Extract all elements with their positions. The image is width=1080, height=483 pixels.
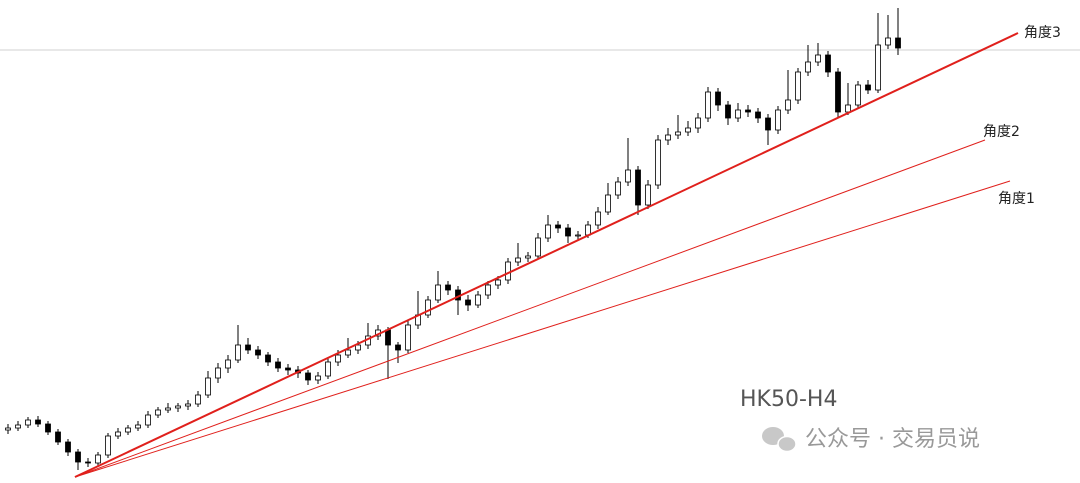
candle-body: [15, 424, 21, 429]
candle-body: [765, 117, 771, 131]
candle-body: [835, 71, 841, 113]
candle-body: [515, 257, 521, 263]
candle-body: [105, 435, 111, 456]
trend-line-label: 角度2: [983, 124, 1020, 140]
candle-body: [185, 403, 191, 407]
candle-body: [445, 284, 451, 291]
candle-body: [85, 461, 91, 464]
candle-body: [585, 224, 591, 236]
candle-body: [505, 261, 511, 281]
candle-body: [245, 344, 251, 351]
trend-line-label: 角度1: [998, 191, 1035, 207]
candle-body: [535, 237, 541, 257]
candle-body: [175, 405, 181, 409]
candle-body: [845, 104, 851, 113]
candle-body: [335, 354, 341, 363]
candle-body: [485, 284, 491, 296]
candle-body: [795, 71, 801, 101]
candle-body: [425, 299, 431, 316]
trend-line-label: 角度3: [1024, 25, 1061, 41]
candle-body: [195, 394, 201, 405]
candle-body: [885, 37, 891, 46]
candle-body: [225, 359, 231, 369]
candle-body: [815, 54, 821, 63]
candle-body: [785, 99, 791, 111]
candle-body: [5, 427, 11, 431]
candle-body: [155, 409, 161, 416]
candle-body: [755, 111, 761, 119]
plot: 角度1 角度2 角度3: [0, 8, 1080, 478]
candle-body: [605, 194, 611, 213]
trend-line: [74, 180, 1011, 478]
candle-body: [25, 419, 31, 426]
candle-body: [405, 324, 411, 351]
candle-body: [145, 414, 151, 426]
candle-body: [705, 91, 711, 119]
candle-body: [465, 299, 471, 306]
candle-body: [125, 427, 131, 433]
candle-body: [75, 451, 81, 463]
candle-body: [715, 91, 721, 106]
candle-body: [275, 361, 281, 369]
candle-body: [865, 84, 871, 91]
candle-body: [355, 344, 361, 351]
candle-body: [545, 224, 551, 239]
candle-body: [555, 224, 561, 229]
candle-body: [655, 139, 661, 186]
footer: 公众号 · 交易员说: [805, 427, 980, 452]
candle-body: [115, 431, 121, 437]
candle-body: [565, 227, 571, 237]
candle-body: [435, 284, 441, 301]
candle-body: [875, 44, 881, 91]
candle-body: [695, 117, 701, 129]
candle-body: [45, 423, 51, 433]
candle-body: [895, 37, 901, 49]
candle-body: [325, 361, 331, 377]
candle-body: [635, 169, 641, 206]
candle-body: [665, 134, 671, 141]
candle-body: [525, 255, 531, 259]
candle-body: [55, 431, 61, 443]
candle-body: [575, 234, 581, 237]
candle-body: [345, 349, 351, 356]
candle-body: [595, 211, 601, 226]
candle-body: [855, 84, 861, 106]
candle-body: [775, 109, 781, 131]
candle-body: [265, 354, 271, 363]
candle-body: [685, 127, 691, 133]
candle-body: [205, 377, 211, 396]
candle-body: [305, 372, 311, 381]
candle-body: [625, 169, 631, 183]
candle-body: [165, 407, 171, 411]
candle-body: [255, 349, 261, 356]
candle-body: [825, 54, 831, 73]
candle-body: [725, 104, 731, 119]
candle-body: [385, 329, 391, 346]
candle-body: [315, 375, 321, 381]
candle-body: [495, 279, 501, 286]
candle-body: [615, 181, 621, 196]
trend-line: [74, 32, 1019, 478]
candle-body: [675, 131, 681, 136]
candle-body: [235, 344, 241, 361]
candle-body: [215, 367, 221, 379]
candle-body: [745, 109, 751, 113]
trend-line: [74, 139, 986, 478]
watermark: HK50-H4: [740, 387, 837, 412]
candle-body: [805, 61, 811, 73]
candle-body: [135, 424, 141, 429]
candle-body: [35, 419, 41, 425]
candle-body: [475, 294, 481, 306]
candle-body: [285, 367, 291, 371]
candle-body: [735, 109, 741, 119]
candle-body: [395, 344, 401, 351]
candle-body: [65, 441, 71, 453]
candle-body: [95, 454, 101, 464]
wechat-icon: [762, 427, 797, 453]
candle-body: [645, 184, 651, 206]
